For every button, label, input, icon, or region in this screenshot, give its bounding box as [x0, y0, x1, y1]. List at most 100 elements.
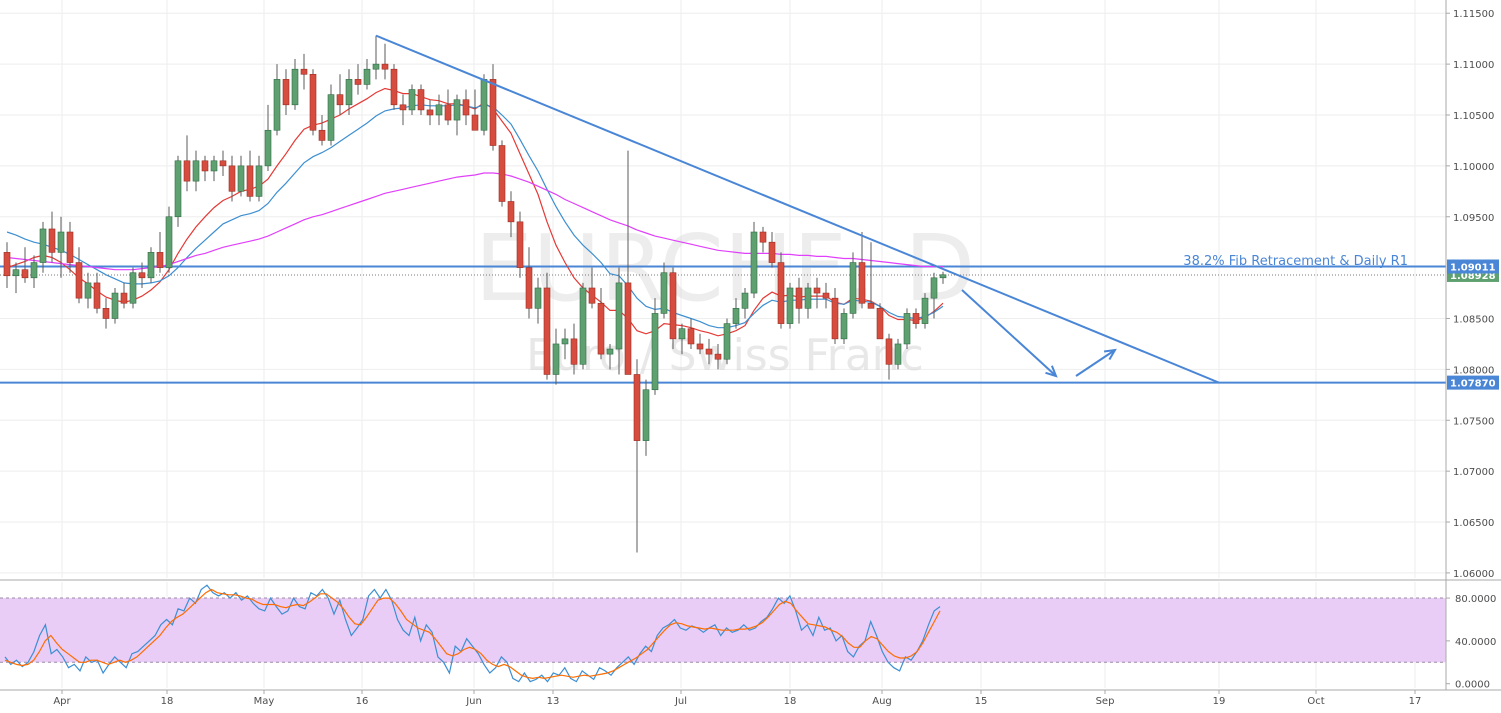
candle[interactable]	[660, 262, 668, 319]
candle[interactable]	[462, 89, 470, 126]
candle[interactable]	[129, 267, 137, 309]
candle[interactable]	[885, 333, 893, 380]
candle[interactable]	[633, 359, 641, 553]
candle[interactable]	[786, 282, 794, 329]
candle[interactable]	[30, 255, 38, 288]
candle[interactable]	[867, 242, 875, 309]
candle[interactable]	[120, 282, 128, 309]
candle[interactable]	[390, 64, 398, 110]
candle[interactable]	[903, 308, 911, 350]
oscillator-panel[interactable]	[0, 584, 1446, 683]
candle[interactable]	[48, 211, 56, 263]
candle[interactable]	[3, 242, 11, 288]
candle[interactable]	[678, 323, 686, 355]
candle[interactable]	[444, 89, 452, 126]
candle[interactable]	[75, 247, 83, 304]
candle[interactable]	[84, 272, 92, 309]
candle[interactable]	[588, 267, 596, 309]
descending-trendline[interactable]	[375, 34, 1220, 384]
candle[interactable]	[309, 69, 317, 136]
candle[interactable]	[570, 323, 578, 375]
projection-arrow-up[interactable]	[1075, 348, 1117, 377]
candle[interactable]	[354, 64, 362, 95]
candle[interactable]	[768, 232, 776, 268]
candle[interactable]	[561, 328, 569, 360]
candle[interactable]	[417, 84, 425, 115]
candle[interactable]	[12, 262, 20, 294]
candle[interactable]	[102, 298, 110, 329]
candle[interactable]	[543, 272, 551, 380]
candle[interactable]	[21, 247, 29, 283]
candle[interactable]	[39, 221, 47, 273]
candle[interactable]	[939, 271, 947, 284]
candle[interactable]	[381, 43, 389, 80]
candle[interactable]	[264, 104, 272, 171]
candle[interactable]	[291, 59, 299, 110]
candle[interactable]	[822, 282, 830, 309]
candle[interactable]	[228, 155, 236, 202]
candle[interactable]	[876, 303, 884, 340]
candle[interactable]	[498, 140, 506, 207]
candle[interactable]	[615, 267, 623, 375]
candle[interactable]	[201, 155, 209, 182]
candle[interactable]	[372, 35, 380, 80]
candle[interactable]	[273, 64, 281, 136]
candle[interactable]	[669, 267, 677, 350]
candle[interactable]	[471, 89, 479, 131]
candle[interactable]	[183, 135, 191, 192]
candle[interactable]	[624, 150, 632, 375]
candle[interactable]	[750, 221, 758, 299]
candle[interactable]	[858, 232, 866, 309]
candle[interactable]	[57, 216, 65, 278]
candle[interactable]	[642, 379, 650, 456]
candle[interactable]	[399, 94, 407, 126]
candle[interactable]	[219, 150, 227, 177]
candle[interactable]	[453, 94, 461, 136]
candle[interactable]	[408, 84, 416, 115]
candle[interactable]	[345, 69, 353, 115]
candle[interactable]	[111, 287, 119, 324]
candle[interactable]	[534, 277, 542, 324]
candle[interactable]	[714, 343, 722, 370]
candle[interactable]	[705, 338, 713, 365]
candle[interactable]	[165, 206, 173, 273]
candle[interactable]	[156, 232, 164, 273]
candle[interactable]	[210, 155, 218, 182]
candle[interactable]	[174, 155, 182, 227]
candle[interactable]	[921, 293, 929, 329]
candle[interactable]	[93, 272, 101, 314]
candle[interactable]	[732, 298, 740, 329]
candle[interactable]	[777, 252, 785, 329]
candle[interactable]	[840, 308, 848, 344]
price-axis[interactable]: 1.11500 1.11000 1.10500 1.10000 1.09500 1.085…	[1446, 9, 1494, 580]
candle[interactable]	[525, 247, 533, 319]
candle[interactable]	[246, 150, 254, 202]
candle[interactable]	[300, 53, 308, 90]
candle[interactable]	[237, 155, 245, 197]
candle[interactable]	[282, 69, 290, 115]
candle[interactable]	[192, 150, 200, 192]
candle[interactable]	[597, 287, 605, 360]
candle[interactable]	[147, 247, 155, 283]
candle[interactable]	[138, 262, 146, 288]
candle[interactable]	[552, 328, 560, 385]
candle[interactable]	[912, 308, 920, 329]
candle[interactable]	[696, 333, 704, 355]
candle[interactable]	[516, 211, 524, 278]
candle[interactable]	[507, 191, 515, 238]
candle[interactable]	[795, 277, 803, 324]
candle[interactable]	[813, 277, 821, 309]
candle[interactable]	[894, 338, 902, 370]
candle[interactable]	[327, 84, 335, 146]
candle[interactable]	[435, 94, 443, 126]
candle[interactable]	[849, 252, 857, 319]
candle[interactable]	[489, 64, 497, 151]
candle[interactable]	[363, 59, 371, 90]
candle[interactable]	[480, 74, 488, 136]
time-axis[interactable]: Apr 18 May 16 Jun 13 Jul 18 Aug 15 Sep 19 Oct 17	[53, 690, 1421, 707]
candle[interactable]	[651, 298, 659, 395]
projection-arrow-down[interactable]	[961, 289, 1058, 378]
candle[interactable]	[723, 318, 731, 365]
candle[interactable]	[741, 287, 749, 319]
candle[interactable]	[759, 226, 767, 253]
